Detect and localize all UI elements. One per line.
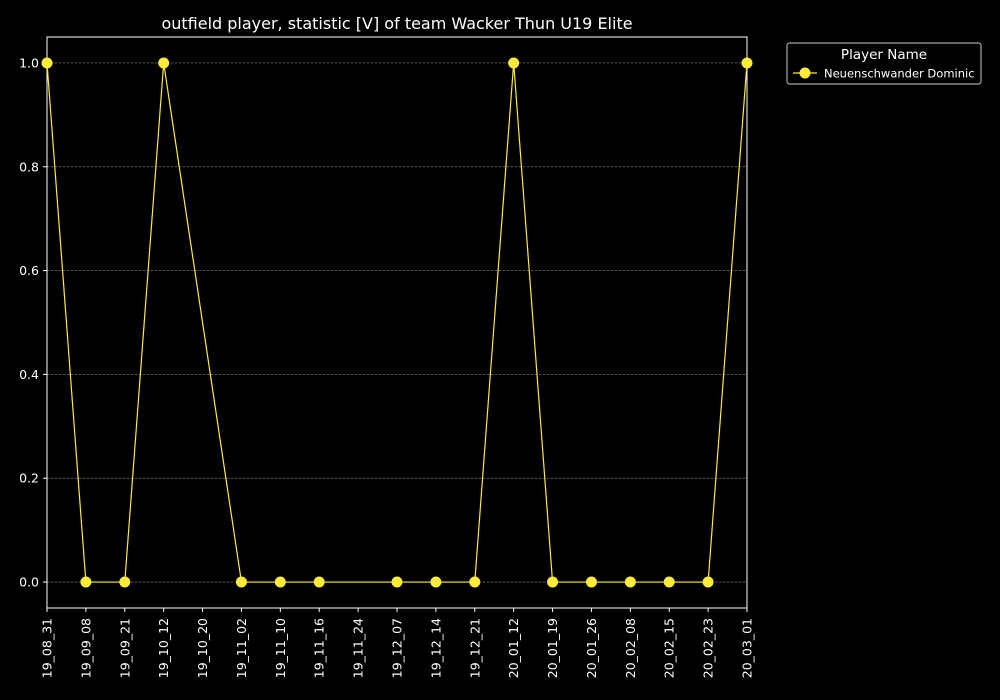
y-tick-label: 0.6 bbox=[19, 263, 39, 278]
data-point bbox=[235, 576, 247, 588]
series-markers bbox=[41, 57, 753, 588]
x-tick-label: 19_11_02 bbox=[234, 618, 249, 678]
x-tick-label: 20_01_26 bbox=[584, 618, 599, 678]
data-point bbox=[547, 576, 559, 588]
x-tick-label: 19_09_21 bbox=[117, 618, 132, 678]
data-point bbox=[702, 576, 714, 588]
data-point bbox=[274, 576, 286, 588]
x-tick-label: 19_12_14 bbox=[428, 618, 443, 678]
legend-label: Neuenschwander Dominic bbox=[824, 67, 975, 81]
x-tick-label: 19_11_16 bbox=[312, 618, 327, 678]
x-tick-label: 20_03_01 bbox=[740, 618, 755, 678]
x-tick-label: 20_01_19 bbox=[545, 618, 560, 678]
data-point bbox=[741, 57, 753, 69]
data-point bbox=[391, 576, 403, 588]
x-tick-label: 19_12_07 bbox=[390, 618, 405, 678]
x-tick-label: 20_02_08 bbox=[623, 618, 638, 678]
data-point bbox=[80, 576, 92, 588]
x-tick-label: 19_11_24 bbox=[351, 618, 366, 678]
data-point bbox=[41, 57, 53, 69]
data-point bbox=[663, 576, 675, 588]
data-point bbox=[158, 57, 170, 69]
x-tick-label: 20_02_23 bbox=[701, 618, 716, 678]
data-point bbox=[624, 576, 636, 588]
y-tick-label: 0.8 bbox=[19, 159, 39, 174]
x-tick-label: 19_10_20 bbox=[195, 618, 210, 678]
data-point bbox=[585, 576, 597, 588]
legend: Player Name Neuenschwander Dominic bbox=[786, 42, 982, 85]
legend-title: Player Name bbox=[841, 47, 927, 63]
x-tick-label: 19_10_12 bbox=[156, 618, 171, 678]
axes-frame bbox=[46, 36, 748, 609]
legend-marker-swatch bbox=[799, 67, 811, 79]
x-tick-label: 20_02_15 bbox=[662, 618, 677, 678]
legend-box bbox=[786, 42, 982, 85]
data-point bbox=[313, 576, 325, 588]
y-tick-label: 1.0 bbox=[19, 55, 39, 70]
x-tick-label: 19_11_10 bbox=[273, 618, 288, 678]
x-tick-label: 19_12_21 bbox=[467, 618, 482, 678]
data-point bbox=[119, 576, 131, 588]
x-tick-label: 19_09_08 bbox=[78, 618, 93, 678]
data-point bbox=[469, 576, 481, 588]
x-tick-label: 19_08_31 bbox=[40, 618, 55, 678]
y-tick-label: 0.2 bbox=[19, 471, 39, 486]
data-point bbox=[508, 57, 520, 69]
chart-title: outfield player, statistic [V] of team W… bbox=[161, 14, 632, 33]
x-tick-label: 20_01_12 bbox=[506, 618, 521, 678]
axes: 0.0 0.2 0.4 0.6 0.8 1.0 19_08_31 19_09_08 19_09_… bbox=[19, 36, 755, 678]
data-point bbox=[430, 576, 442, 588]
y-tick-label: 0.4 bbox=[19, 367, 39, 382]
y-tick-label: 0.0 bbox=[19, 575, 39, 590]
